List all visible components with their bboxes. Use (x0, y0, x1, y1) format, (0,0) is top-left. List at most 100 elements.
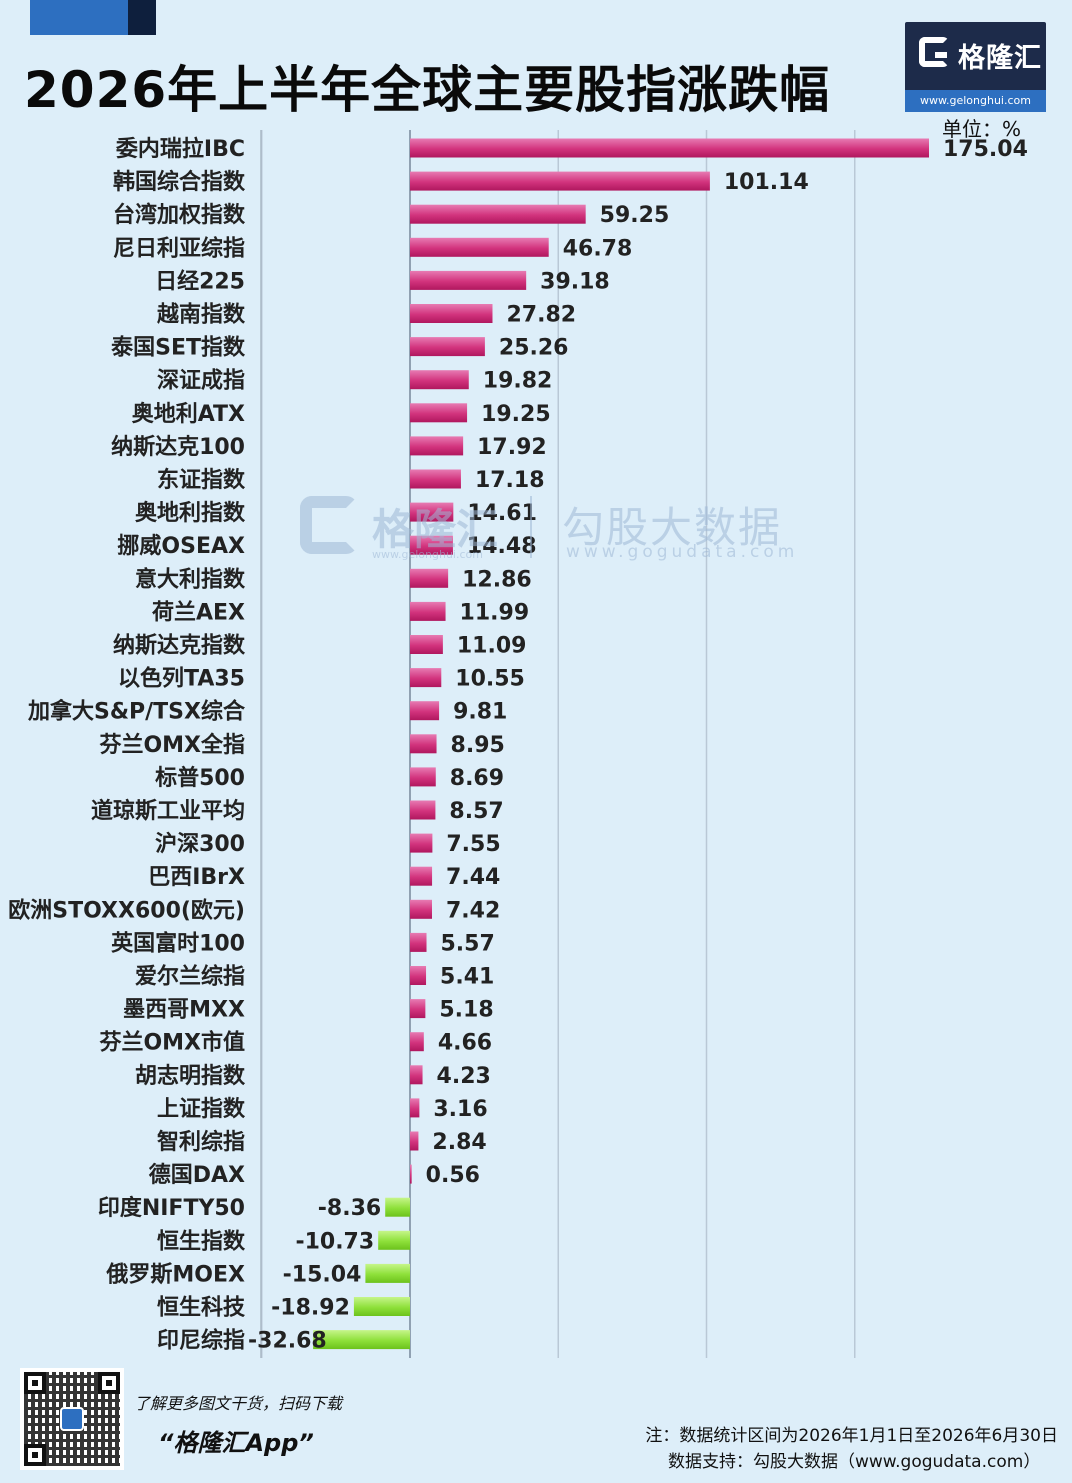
qr-eye-bottom-left (24, 1444, 46, 1466)
category-label: 欧洲STOXX600(欧元) (8, 897, 245, 923)
promo-app-name: “格隆汇App” (158, 1429, 314, 1457)
value-label: 8.57 (449, 799, 503, 824)
data-source: 数据支持：勾股大数据（www.gogudata.com） (668, 1452, 1041, 1472)
category-label: 芬兰OMX市值 (98, 1030, 245, 1056)
header-decoration-dark (128, 0, 156, 35)
category-label: 标普500 (155, 765, 245, 791)
bar (353, 1297, 410, 1316)
category-label: 英国富时100 (111, 930, 245, 956)
bar (410, 800, 436, 820)
category-label: 东证指数 (157, 467, 246, 493)
category-label: 胡志明指数 (135, 1063, 246, 1089)
category-label: 委内瑞拉IBC (116, 136, 245, 162)
value-label: 0.56 (426, 1163, 480, 1188)
category-label: 深证成指 (157, 369, 245, 394)
category-label: 恒生科技 (157, 1295, 246, 1321)
bar (410, 899, 433, 919)
bar (410, 1032, 424, 1052)
value-label: -32.68 (248, 1329, 327, 1354)
bar (410, 237, 549, 257)
category-label: 恒生指数 (157, 1228, 246, 1254)
bar (410, 204, 586, 224)
value-label: 5.18 (439, 998, 493, 1023)
bar (410, 171, 710, 191)
header-decoration-blue (30, 0, 128, 35)
bar (410, 1164, 412, 1184)
category-label: 巴西IBrX (148, 865, 245, 890)
category-label: 纳斯达克指数 (113, 633, 246, 659)
bar (385, 1197, 410, 1217)
bar (410, 601, 446, 621)
footnote: 注：数据统计区间为2026年1月1日至2026年6月30日 (645, 1426, 1058, 1446)
value-label: 4.23 (437, 1064, 491, 1089)
bar (410, 734, 437, 754)
category-label: 印度NIFTY50 (98, 1195, 245, 1221)
bar (410, 469, 461, 489)
category-label: 道琼斯工业平均 (91, 798, 245, 824)
bar (410, 932, 427, 952)
category-label: 沪深300 (155, 831, 245, 857)
qr-eye-top-left (24, 1372, 46, 1394)
category-label: 泰国SET指数 (110, 335, 246, 361)
value-label: 14.48 (467, 534, 537, 559)
category-label: 印尼综指 (157, 1328, 245, 1354)
gelonghui-logo: 格隆汇 www.gelonghui.com (905, 22, 1046, 112)
value-label: 17.18 (475, 468, 545, 493)
bar (313, 1330, 410, 1350)
bar-chart: 委内瑞拉IBC 175.04 韩国综合指数 101.14 台湾加权指数 59.25 尼日利亚… (8, 130, 1028, 1358)
value-label: 5.41 (440, 965, 494, 990)
value-label: 27.82 (506, 303, 576, 328)
category-label: 以色列TA35 (118, 666, 245, 692)
category-label: 俄罗斯MOEX (105, 1261, 245, 1287)
bar (410, 568, 449, 588)
value-label: 3.16 (433, 1097, 487, 1122)
value-label: 8.95 (451, 733, 505, 758)
bar (410, 138, 929, 158)
category-label: 爱尔兰综指 (135, 964, 245, 990)
value-label: -8.36 (318, 1196, 381, 1221)
bar (410, 436, 464, 456)
value-label: 10.55 (455, 667, 525, 692)
value-label: 19.82 (483, 369, 553, 394)
bar (410, 866, 433, 886)
bar (410, 1131, 419, 1151)
category-label: 德国DAX (149, 1162, 245, 1188)
bar (378, 1230, 410, 1250)
bar (410, 668, 442, 688)
qr-eye-top-right (98, 1372, 120, 1394)
value-label: 11.99 (460, 600, 530, 625)
chart-title: 2026年上半年全球主要股指涨跌幅 (24, 61, 831, 119)
value-label: 175.04 (943, 137, 1028, 162)
bar (410, 337, 485, 357)
value-label: 17.92 (477, 435, 547, 460)
value-label: 59.25 (600, 203, 670, 228)
bar (365, 1263, 410, 1283)
bar (410, 635, 443, 654)
value-label: 101.14 (724, 170, 809, 195)
value-label: 19.25 (481, 402, 551, 427)
value-label: -10.73 (295, 1229, 374, 1254)
logo-g-icon (919, 37, 949, 67)
bar (410, 304, 493, 323)
bar (410, 403, 468, 423)
bar (410, 535, 453, 555)
value-label: 14.61 (467, 501, 537, 526)
logo-name: 格隆汇 (958, 43, 1042, 74)
category-label: 芬兰OMX全指 (98, 732, 245, 758)
qr-logo-icon (60, 1407, 84, 1431)
category-label: 荷兰AEX (152, 599, 245, 625)
category-label: 意大利指数 (135, 566, 246, 592)
category-label: 上证指数 (157, 1096, 246, 1122)
category-label: 奥地利ATX (132, 401, 245, 427)
value-label: 5.57 (441, 931, 495, 956)
category-label: 日经225 (155, 268, 245, 294)
value-label: 7.42 (446, 898, 500, 923)
bar (410, 270, 527, 290)
bar (410, 1065, 423, 1085)
qr-code[interactable] (20, 1368, 124, 1470)
value-label: 39.18 (540, 269, 610, 294)
promo-text: 了解更多图文干货，扫码下载 (134, 1394, 343, 1413)
value-label: 11.09 (457, 634, 527, 659)
value-label: 7.44 (446, 865, 500, 890)
category-label: 尼日利亚综指 (113, 235, 245, 261)
